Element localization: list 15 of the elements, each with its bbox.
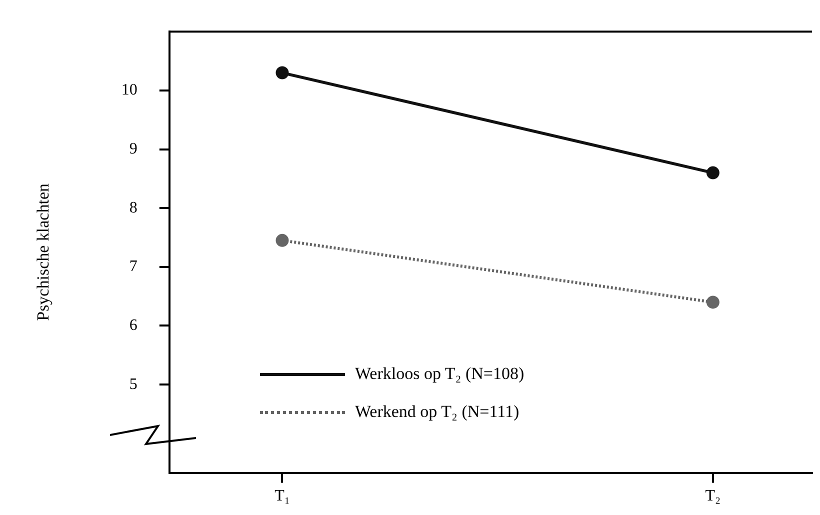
x-tick-label: T₁ [274,488,290,505]
y-tick-label: 10 [121,82,138,99]
y-tick-label: 8 [129,199,138,216]
legend-label: Werkloos op T₂ (N=108) [355,364,524,384]
y-tick-label: 9 [129,140,138,158]
y-tick-label: 5 [129,376,138,393]
point [276,66,289,80]
y-tick-label: 6 [129,316,138,334]
legend-label: Werkend op T₂ (N=111) [355,402,520,422]
point [706,166,720,180]
point [706,296,720,309]
y-tick-label: 7 [129,258,138,276]
x-tick-label: T₂ [705,488,721,505]
y-axis-title: Psychische klachten [34,183,53,321]
point [276,234,289,247]
